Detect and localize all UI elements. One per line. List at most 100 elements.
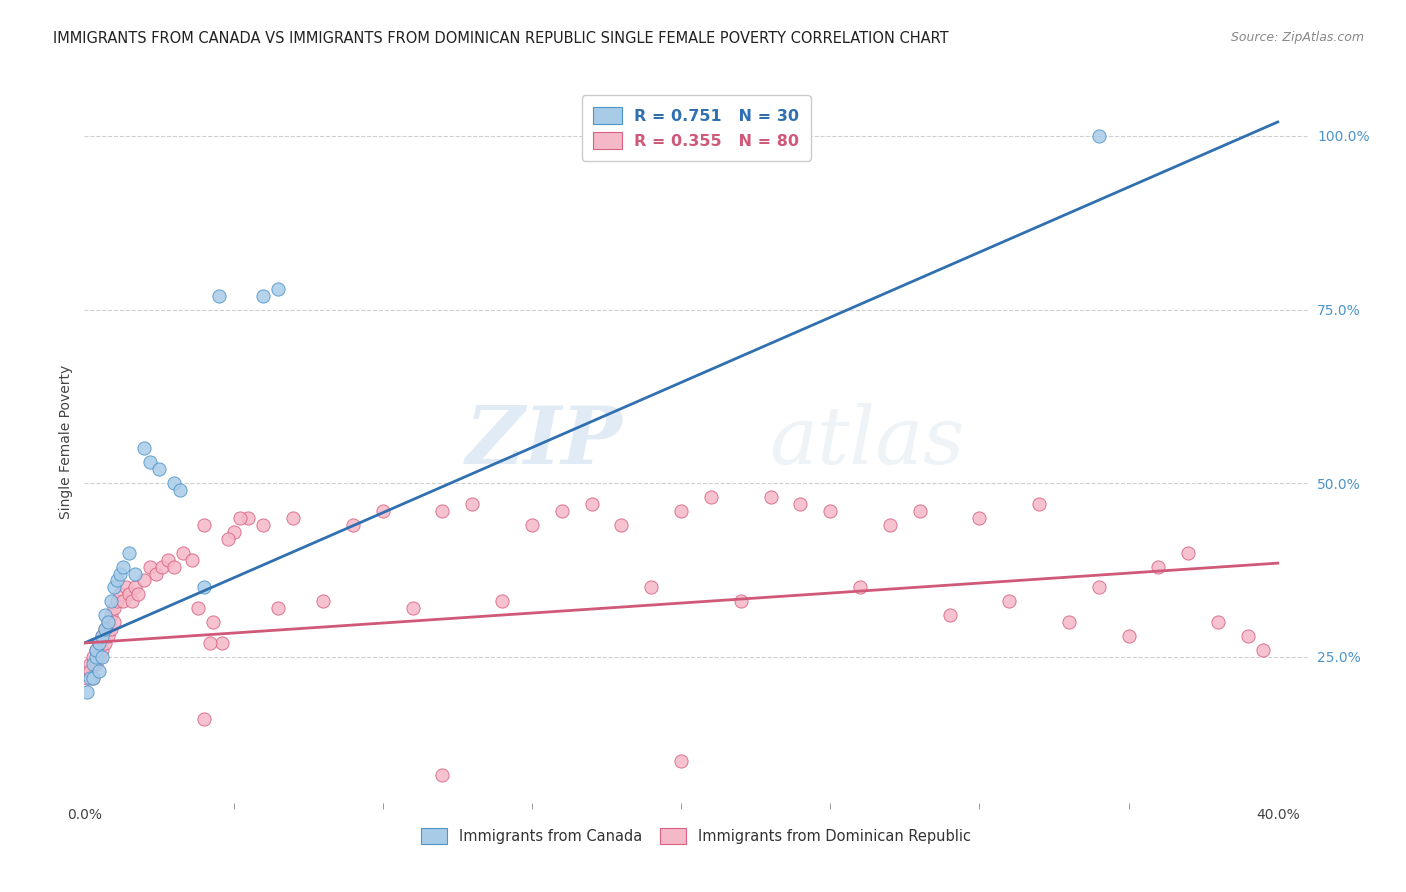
Point (520, 517, 543, 532)
Point (156, 552, 179, 566)
Point (105, 574, 128, 588)
Legend: Immigrants from Canada, Immigrants from Dominican Republic: Immigrants from Canada, Immigrants from … (415, 822, 977, 850)
Point (640, 581, 662, 595)
Point (1057, 615, 1080, 630)
Point (669, 504, 692, 518)
Point (89, 649, 111, 664)
Point (730, 594, 752, 608)
Point (222, 524, 245, 539)
Point (228, 511, 250, 525)
Point (100, 608, 122, 623)
Text: atlas: atlas (769, 403, 965, 480)
Point (124, 581, 146, 595)
Point (1087, 128, 1109, 143)
Point (94, 636, 117, 650)
Point (132, 574, 155, 588)
Point (908, 504, 931, 518)
Point (97, 629, 120, 643)
Point (849, 581, 872, 595)
Point (1118, 629, 1140, 643)
Point (139, 455, 162, 469)
Point (610, 517, 633, 532)
Point (148, 462, 170, 476)
Point (145, 566, 167, 581)
Point (193, 581, 215, 595)
Point (938, 608, 960, 623)
Point (127, 587, 149, 601)
Point (100, 622, 122, 636)
Point (201, 615, 224, 630)
Point (1177, 546, 1199, 560)
Point (401, 601, 423, 615)
Y-axis label: Single Female Poverty: Single Female Poverty (59, 365, 73, 518)
Point (91, 643, 114, 657)
Point (94, 622, 117, 636)
Point (91, 629, 114, 643)
Point (211, 636, 233, 650)
Point (551, 504, 574, 518)
Point (207, 288, 229, 302)
Point (969, 511, 991, 525)
Point (118, 587, 141, 601)
Point (97, 615, 120, 630)
Point (79, 664, 101, 678)
Point (89, 636, 111, 650)
Point (700, 490, 723, 504)
Point (879, 517, 901, 532)
Point (94, 608, 117, 623)
Point (371, 504, 394, 518)
Point (267, 601, 290, 615)
Point (139, 559, 162, 574)
Point (252, 517, 274, 532)
Point (163, 476, 186, 491)
Point (82, 671, 104, 685)
Text: ZIP: ZIP (465, 403, 623, 480)
Point (112, 594, 135, 608)
Point (82, 657, 104, 671)
Point (105, 594, 128, 608)
Point (89, 636, 111, 650)
Point (1251, 643, 1274, 657)
Point (79, 671, 101, 685)
Point (432, 768, 454, 782)
Point (97, 615, 120, 630)
Point (115, 581, 138, 595)
Point (94, 622, 117, 636)
Point (84, 643, 107, 657)
Point (1087, 581, 1109, 595)
Point (82, 671, 104, 685)
Point (759, 490, 782, 504)
Point (112, 559, 135, 574)
Point (581, 497, 603, 511)
Point (121, 594, 143, 608)
Point (1237, 629, 1260, 643)
Point (84, 649, 107, 664)
Text: Source: ZipAtlas.com: Source: ZipAtlas.com (1230, 31, 1364, 45)
Point (91, 649, 114, 664)
Point (89, 664, 111, 678)
Point (103, 601, 125, 615)
Point (169, 483, 191, 498)
Point (217, 532, 239, 546)
Point (1147, 559, 1170, 574)
Point (84, 643, 107, 657)
Point (312, 594, 335, 608)
Point (84, 657, 107, 671)
Point (491, 594, 513, 608)
Point (172, 546, 194, 560)
Point (180, 552, 202, 566)
Point (193, 713, 215, 727)
Point (91, 629, 114, 643)
Point (789, 497, 811, 511)
Point (108, 587, 131, 601)
Point (461, 497, 484, 511)
Point (198, 636, 221, 650)
Text: IMMIGRANTS FROM CANADA VS IMMIGRANTS FROM DOMINICAN REPUBLIC SINGLE FEMALE POVER: IMMIGRANTS FROM CANADA VS IMMIGRANTS FRO… (53, 31, 949, 46)
Point (342, 517, 364, 532)
Point (150, 559, 173, 574)
Point (193, 517, 215, 532)
Point (1206, 615, 1229, 630)
Point (163, 559, 186, 574)
Point (108, 566, 131, 581)
Point (103, 615, 125, 630)
